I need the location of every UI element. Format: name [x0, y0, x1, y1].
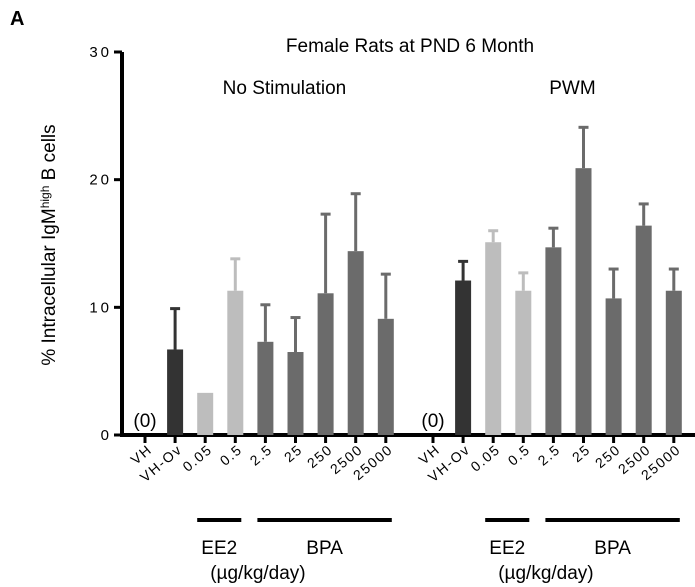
x-tick-label: 25 — [281, 441, 306, 465]
bar — [635, 225, 652, 435]
treatment-label: EE2 — [489, 538, 525, 559]
dose-unit: (µg/kg/day) — [210, 563, 305, 584]
bar — [545, 247, 562, 435]
treatment-label: BPA — [306, 538, 343, 559]
y-label-text: % Intracellular IgM — [39, 208, 60, 365]
x-tick-label: 0.5 — [505, 441, 534, 469]
bar — [605, 298, 622, 435]
bar — [665, 290, 682, 435]
x-tick-label: 0.05 — [179, 441, 215, 475]
treatment-label: EE2 — [201, 538, 237, 559]
y-tick-label: 0 — [101, 427, 112, 444]
x-tick-label: 2.5 — [247, 441, 276, 469]
bar — [347, 251, 364, 435]
bar — [317, 293, 334, 435]
bar — [377, 318, 394, 435]
panel-label: A — [10, 8, 24, 30]
value-label: (0) — [133, 411, 156, 432]
bar — [455, 280, 472, 435]
x-tick-label: 25 — [569, 441, 594, 465]
y-tick-label: 10 — [89, 299, 112, 316]
x-tick-label: 0.05 — [467, 441, 503, 475]
bar — [167, 349, 184, 435]
dose-unit: (µg/kg/day) — [498, 563, 593, 584]
bar — [515, 290, 532, 435]
bar — [197, 392, 214, 435]
x-tick-label: 2.5 — [535, 441, 564, 469]
bar — [575, 168, 592, 435]
bar — [257, 341, 274, 435]
bar — [287, 352, 304, 435]
bar — [485, 242, 502, 435]
y-tick-label: 30 — [89, 44, 112, 61]
y-label-sup: high — [38, 186, 52, 209]
chart-title: Female Rats at PND 6 Month — [286, 36, 534, 57]
group-label: PWM — [549, 78, 595, 99]
value-label: (0) — [421, 411, 444, 432]
y-label-suffix: B cells — [39, 124, 60, 185]
bar — [227, 290, 244, 435]
group-label: No Stimulation — [223, 78, 347, 99]
y-tick-label: 20 — [89, 172, 112, 189]
treatment-label: BPA — [594, 538, 631, 559]
x-tick-label: 0.5 — [217, 441, 246, 469]
y-axis-label: % Intracellular IgMhigh B cells — [38, 124, 60, 365]
